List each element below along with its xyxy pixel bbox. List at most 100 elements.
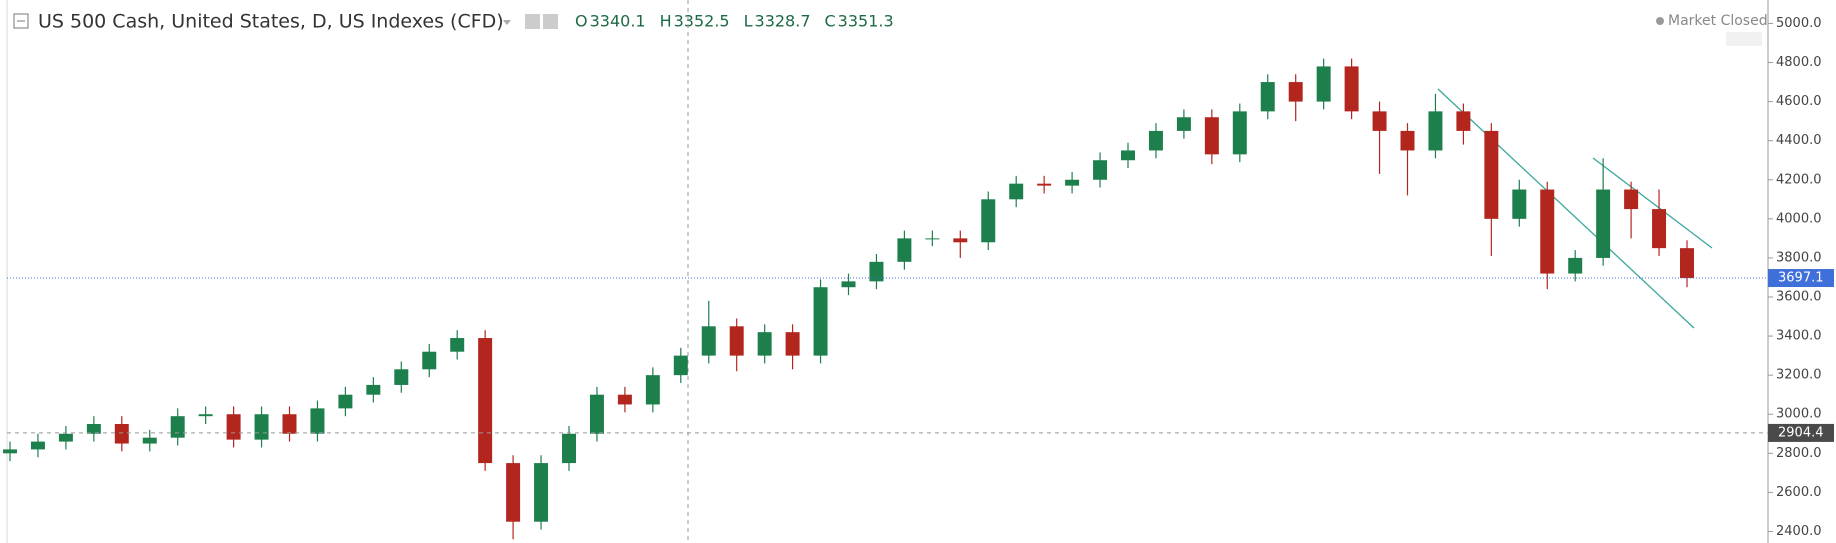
collapse-box[interactable] <box>13 13 29 29</box>
candle-body <box>1456 111 1471 131</box>
y-tick-label: 2600.0 <box>1776 485 1822 500</box>
candle-body <box>366 384 381 395</box>
candle-body <box>142 437 157 444</box>
candle-body <box>617 394 632 405</box>
candle-body <box>925 238 940 240</box>
candle-body <box>422 351 437 370</box>
last-price-label: 3697.1 <box>1778 271 1824 286</box>
candle-body <box>1009 183 1024 200</box>
ohlc-label: H <box>660 12 672 31</box>
candle-body <box>562 433 576 464</box>
candle-body <box>114 424 129 444</box>
ohlc-value: 3328.7 <box>755 12 811 31</box>
candle-body <box>198 414 213 417</box>
candle-body <box>1204 117 1219 155</box>
ohlc-label: L <box>744 12 753 31</box>
candle-body <box>1624 189 1639 210</box>
candle-body <box>86 424 101 434</box>
candle-body <box>58 433 73 442</box>
candle-body <box>589 394 604 434</box>
candle-body <box>506 463 521 522</box>
y-tick-label: 4200.0 <box>1776 172 1822 187</box>
candle-body <box>1596 189 1611 258</box>
y-tick-label: 4000.0 <box>1776 211 1822 226</box>
candle-body <box>170 416 185 438</box>
candle-body <box>226 414 241 440</box>
candle-body <box>1512 189 1527 219</box>
trend-line[interactable] <box>1437 88 1695 329</box>
candle-body <box>813 287 828 356</box>
candle-body <box>1121 150 1135 161</box>
last-price-tag <box>1768 269 1834 288</box>
candle-body <box>1540 189 1555 274</box>
candle-body <box>1093 160 1108 180</box>
ohlc-label: O <box>575 12 588 31</box>
candle-body <box>953 238 968 243</box>
candle-body <box>310 408 325 434</box>
y-tick-label: 3200.0 <box>1776 368 1822 383</box>
candle-body <box>478 338 493 464</box>
candle-body <box>1065 179 1080 186</box>
candle-body <box>757 332 772 356</box>
candle-body <box>282 414 297 434</box>
candle-body <box>1037 183 1052 186</box>
crosshair-tag <box>1768 423 1834 442</box>
candle-body <box>869 261 884 282</box>
candle-body <box>1652 209 1667 249</box>
y-tick-label: 4800.0 <box>1776 55 1822 70</box>
settings-icon[interactable] <box>543 14 558 29</box>
candle-body <box>1316 66 1331 102</box>
y-tick-label: 3800.0 <box>1776 250 1822 265</box>
candle-body <box>254 414 269 440</box>
ohlc-values: O 3340.1 H 3352.5 L 3328.7 C 3351.3 <box>575 12 894 31</box>
crosshair-label: 2904.4 <box>1778 425 1824 440</box>
status-dot <box>1656 17 1664 25</box>
candle-body <box>1288 82 1303 102</box>
dropdown-arrow[interactable] <box>503 20 511 25</box>
candle-body <box>1428 111 1443 151</box>
candle-body <box>673 355 688 376</box>
y-tick-label: 3000.0 <box>1776 407 1822 422</box>
status-bar <box>1726 32 1762 46</box>
eye-icon[interactable] <box>525 14 540 29</box>
y-tick-label: 3600.0 <box>1776 289 1822 304</box>
candle-body <box>338 394 353 409</box>
ohlc-value: 3352.5 <box>674 12 730 31</box>
candle-body <box>981 199 996 243</box>
candle-body <box>1568 257 1583 274</box>
ohlc-label: C <box>825 12 836 31</box>
candle-body <box>1400 130 1415 151</box>
candle-body <box>841 281 856 288</box>
candle-body <box>897 238 912 262</box>
candle-body <box>1484 130 1499 219</box>
candle-body <box>1148 130 1163 151</box>
candle-body <box>701 326 716 356</box>
candle-body <box>1372 111 1387 131</box>
candle-body <box>729 326 744 356</box>
candle-body <box>785 332 800 356</box>
symbol-title: US 500 Cash, United States, D, US Indexe… <box>38 11 504 33</box>
market-status: Market Closed <box>1668 13 1768 29</box>
ohlc-value: 3351.3 <box>838 12 894 31</box>
candle-body <box>645 375 660 405</box>
trend-line[interactable] <box>1592 157 1713 249</box>
candle-body <box>1232 111 1247 155</box>
candle-body <box>1344 66 1359 112</box>
ohlc-value: 3340.1 <box>590 12 646 31</box>
y-tick-label: 2400.0 <box>1776 524 1822 539</box>
candle-body <box>394 369 409 385</box>
candle-body <box>1680 248 1694 279</box>
y-tick-label: 3400.0 <box>1776 329 1822 344</box>
candle-body <box>1176 117 1191 131</box>
y-tick-label: 4600.0 <box>1776 94 1822 109</box>
y-tick-label: 5000.0 <box>1776 16 1822 31</box>
candle-body <box>534 463 549 522</box>
candle-body <box>30 441 45 450</box>
candle-body <box>1260 82 1275 112</box>
collapse-icon[interactable] <box>13 13 29 29</box>
y-tick-label: 4400.0 <box>1776 133 1822 148</box>
y-tick-label: 2800.0 <box>1776 446 1822 461</box>
